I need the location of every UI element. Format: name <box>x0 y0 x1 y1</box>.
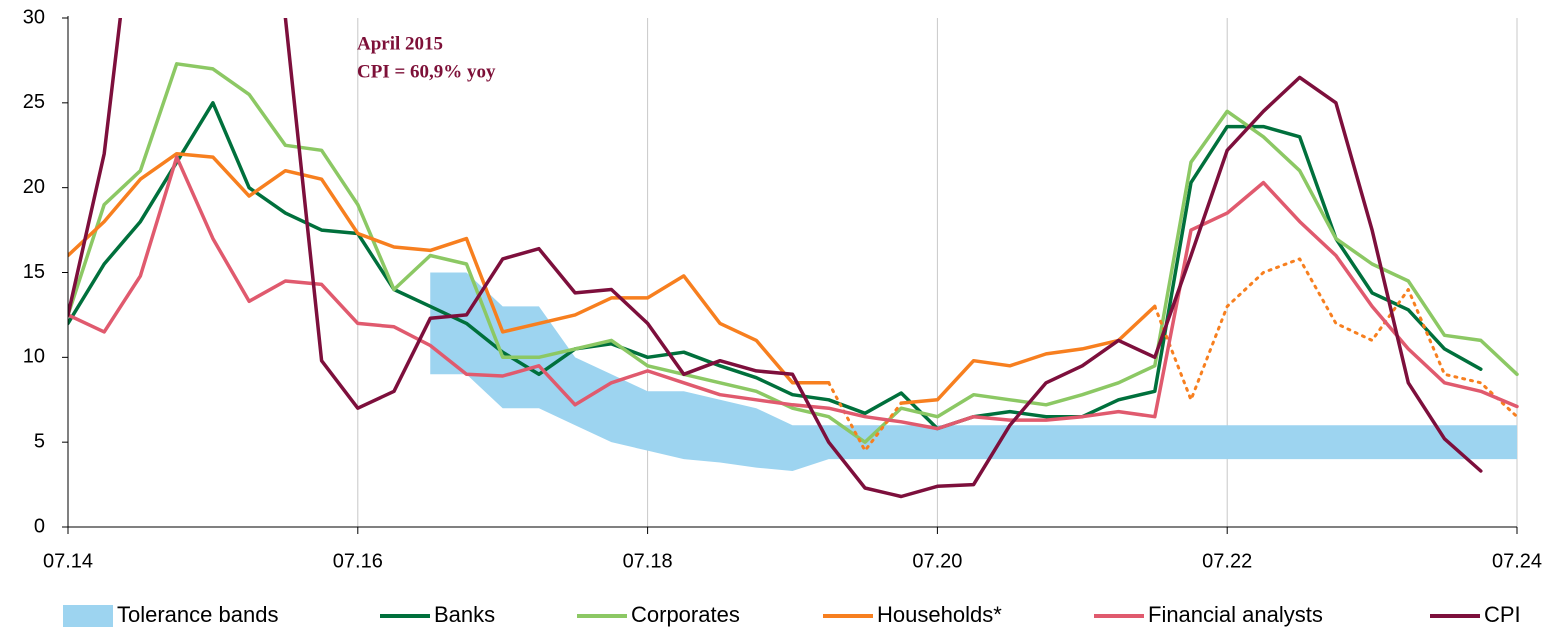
legend-label: Corporates <box>631 602 740 627</box>
series-line <box>68 155 1519 431</box>
series-line <box>68 62 1519 444</box>
legend-label: Tolerance bands <box>117 602 278 627</box>
series-line <box>68 101 1483 431</box>
y-tick-label: 30 <box>23 6 45 28</box>
y-tick-label: 25 <box>23 91 45 113</box>
x-tick-label: 07.20 <box>912 550 962 572</box>
series-line <box>68 151 1157 405</box>
y-tick-label: 20 <box>23 176 45 198</box>
x-tick-label: 07.24 <box>1492 550 1542 572</box>
plot-area <box>68 18 1519 499</box>
y-tick-label: 0 <box>34 515 45 537</box>
annotation: April 2015 <box>357 33 443 54</box>
y-tick-label: 10 <box>23 346 45 368</box>
legend-label: Financial analysts <box>1148 602 1323 627</box>
legend-swatch <box>63 605 113 627</box>
annotation: CPI = 60,9% yoy <box>357 61 496 82</box>
x-tick-label: 07.14 <box>43 550 93 572</box>
y-tick-label: 5 <box>34 430 45 452</box>
x-tick-label: 07.16 <box>333 550 383 572</box>
series-line <box>68 18 1483 499</box>
tolerance-band <box>430 272 1517 472</box>
legend: Tolerance bands Banks Corporates Households… <box>63 602 1521 627</box>
x-tick-label: 07.22 <box>1202 550 1252 572</box>
legend-label: Banks <box>434 602 495 627</box>
x-tick-label: 07.18 <box>623 550 673 572</box>
legend-label: Households* <box>877 602 1002 627</box>
series-line-dotted <box>827 257 1519 453</box>
legend-label: CPI <box>1484 602 1521 627</box>
axes: 07.14 07.16 07.18 07.20 07.22 07.24 0 5 10 15 20 25… <box>23 6 1542 572</box>
y-tick-label: 15 <box>23 261 45 283</box>
